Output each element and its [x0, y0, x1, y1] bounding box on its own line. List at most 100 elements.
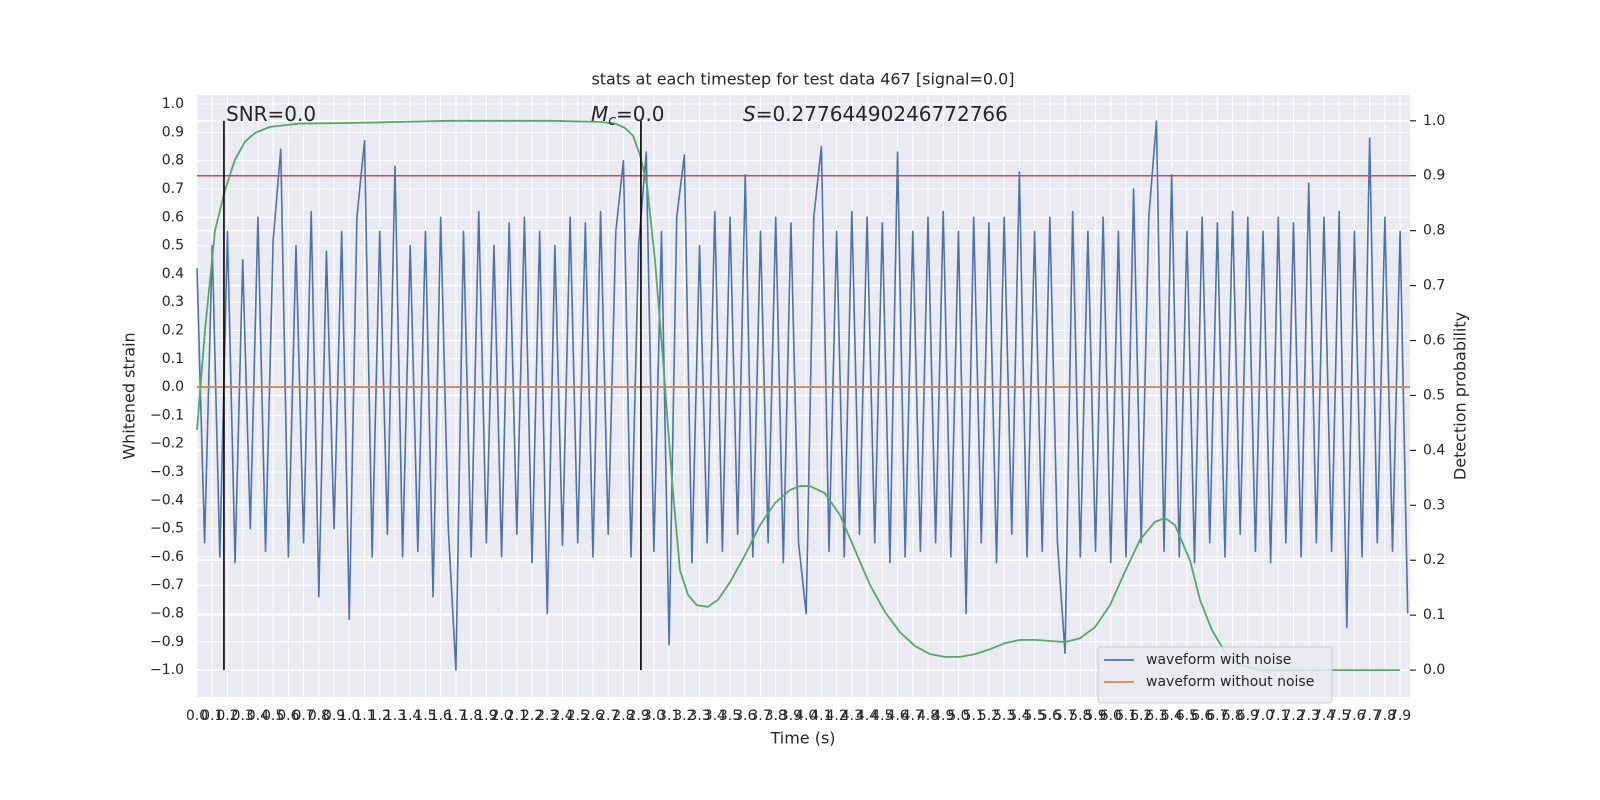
x-tick-label: 3.1: [658, 708, 680, 724]
x-tick-label: 6.4: [1161, 708, 1183, 724]
x-tick-label: 1.1: [353, 708, 375, 724]
x-tick-label: 4.4: [856, 708, 878, 724]
x-tick-label: 3.8: [765, 708, 787, 724]
y2-tick-label: 0.3: [1423, 497, 1445, 513]
labels: 0.00.10.20.30.40.50.60.70.80.91.01.11.21…: [150, 96, 1445, 724]
x-tick-label: 7.2: [1282, 708, 1304, 724]
x-tick-label: 5.6: [1039, 708, 1061, 724]
y2-tick-label: 0.2: [1423, 552, 1445, 568]
y2-tick-label: 0.8: [1423, 223, 1445, 239]
y-tick-label: 0.8: [162, 153, 184, 169]
annotation-symbol: M: [591, 102, 608, 126]
y2-tick-label: 0.1: [1423, 607, 1445, 623]
x-tick-label: 1.9: [475, 708, 497, 724]
chart-title: stats at each timestep for test data 467…: [591, 70, 1014, 89]
x-tick-label: 5.0: [947, 708, 969, 724]
x-tick-label: 6.5: [1176, 708, 1198, 724]
x-tick-label: 4.7: [902, 708, 924, 724]
x-tick-label: 0.8: [308, 708, 330, 724]
x-tick-label: 2.4: [551, 708, 573, 724]
y-tick-label: 0.9: [162, 124, 184, 140]
x-tick-label: 3.3: [688, 708, 710, 724]
y-tick-label: −0.7: [150, 577, 184, 593]
y-tick-label: 0.1: [162, 351, 184, 367]
x-axis-label: Time (s): [769, 729, 835, 748]
annotation: SNR=0.0: [226, 102, 316, 126]
x-tick-label: 4.8: [917, 708, 939, 724]
y2-tick-label: 0.0: [1423, 662, 1445, 678]
y2-tick-label: 0.4: [1423, 442, 1445, 458]
x-tick-label: 0.4: [247, 708, 269, 724]
y-tick-label: 0.6: [162, 209, 184, 225]
x-tick-label: 1.2: [369, 708, 391, 724]
x-tick-label: 2.7: [597, 708, 619, 724]
x-tick-label: 1.4: [399, 708, 421, 724]
x-tick-label: 6.8: [1221, 708, 1243, 724]
x-tick-label: 5.5: [1023, 708, 1045, 724]
x-tick-label: 3.4: [704, 708, 726, 724]
x-tick-label: 5.8: [1069, 708, 1091, 724]
y2-tick-label: 1.0: [1423, 113, 1445, 129]
x-tick-label: 6.3: [1145, 708, 1167, 724]
x-tick-label: 7.1: [1267, 708, 1289, 724]
x-tick-label: 7.0: [1252, 708, 1274, 724]
y-tick-label: 0.2: [162, 322, 184, 338]
x-tick-label: 1.3: [384, 708, 406, 724]
x-tick-label: 1.6: [430, 708, 452, 724]
x-tick-label: 2.0: [490, 708, 512, 724]
annotation-symbol: S: [743, 102, 756, 126]
x-tick-label: 0.6: [277, 708, 299, 724]
x-tick-label: 4.1: [810, 708, 832, 724]
x-tick-label: 3.7: [749, 708, 771, 724]
x-tick-label: 7.4: [1313, 708, 1335, 724]
x-tick-label: 6.7: [1206, 708, 1228, 724]
x-tick-label: 3.0: [643, 708, 665, 724]
y-tick-label: −0.1: [150, 407, 184, 423]
annotation-text: SNR=0.0: [226, 102, 316, 126]
x-tick-label: 7.9: [1389, 708, 1411, 724]
y-tick-label: 0.3: [162, 294, 184, 310]
x-tick-label: 0.5: [262, 708, 284, 724]
y-tick-label: −0.8: [150, 606, 184, 622]
annotation-subscript: c: [608, 113, 616, 129]
x-tick-label: 7.7: [1359, 708, 1381, 724]
y-tick-label: 0.4: [162, 266, 184, 282]
x-tick-label: 7.3: [1298, 708, 1320, 724]
x-tick-label: 0.1: [201, 708, 223, 724]
x-tick-label: 5.3: [993, 708, 1015, 724]
x-tick-label: 0.7: [292, 708, 314, 724]
series-line: [196, 119, 1400, 671]
y2-tick-label: 0.9: [1423, 168, 1445, 184]
x-tick-label: 7.8: [1374, 708, 1396, 724]
x-tick-label: 1.7: [445, 708, 467, 724]
annotation-text: =0.0: [616, 102, 665, 126]
y-tick-label: −0.5: [150, 521, 184, 537]
x-tick-label: 3.5: [719, 708, 741, 724]
y-tick-label: 0.0: [162, 379, 184, 395]
y-tick-label: 1.0: [162, 96, 184, 112]
y-tick-label: −0.4: [150, 492, 184, 508]
x-tick-label: 2.6: [582, 708, 604, 724]
x-tick-label: 4.0: [795, 708, 817, 724]
legend-label: waveform with noise: [1146, 652, 1291, 668]
y2-tick-label: 0.6: [1423, 333, 1445, 349]
grid: [196, 95, 1410, 697]
x-tick-label: 4.3: [841, 708, 863, 724]
y-tick-label: −0.6: [150, 549, 184, 565]
y-tick-label: 0.7: [162, 181, 184, 197]
x-tick-label: 1.0: [338, 708, 360, 724]
x-tick-label: 3.2: [673, 708, 695, 724]
x-tick-label: 6.2: [1130, 708, 1152, 724]
x-tick-label: 4.6: [886, 708, 908, 724]
x-tick-label: 2.2: [521, 708, 543, 724]
x-tick-label: 7.5: [1328, 708, 1350, 724]
x-tick-label: 2.9: [628, 708, 650, 724]
x-tick-label: 6.0: [1100, 708, 1122, 724]
y-tick-label: −1.0: [150, 662, 184, 678]
y-axis-label: Whitened strain: [120, 332, 139, 459]
x-tick-label: 2.1: [506, 708, 528, 724]
x-tick-label: 4.5: [871, 708, 893, 724]
y-tick-label: −0.9: [150, 634, 184, 650]
y-tick-label: 0.5: [162, 238, 184, 254]
